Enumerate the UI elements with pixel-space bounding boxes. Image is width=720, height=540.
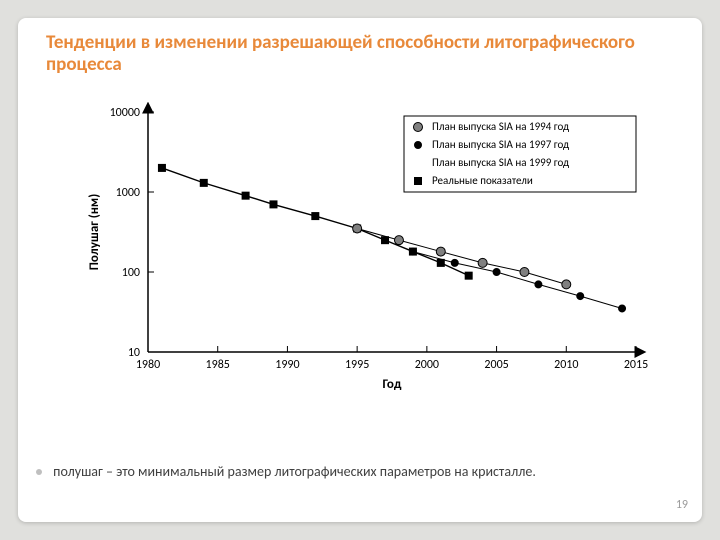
slide-card: Тенденции в изменении разрешающей способ… — [18, 18, 702, 522]
footnote-text: полушаг – это минимальный размер литогра… — [53, 463, 536, 480]
footnote-bullet-icon — [36, 469, 42, 475]
svg-text:2015: 2015 — [624, 358, 648, 372]
svg-text:План выпуска SIA на 1997 год: План выпуска SIA на 1997 год — [432, 138, 569, 151]
svg-text:1980: 1980 — [136, 358, 160, 372]
svg-text:2005: 2005 — [484, 358, 508, 372]
svg-text:2010: 2010 — [554, 358, 578, 372]
svg-text:1995: 1995 — [345, 358, 369, 372]
page-number: 19 — [676, 498, 688, 512]
chart-container: 1980 1985 1990 1995 2000 2005 2010 2015 10 100 100… — [76, 102, 656, 402]
svg-text:План выпуска SIA на 1999 год: План выпуска SIA на 1999 год — [432, 156, 569, 169]
svg-text:100: 100 — [122, 266, 140, 280]
svg-text:2000: 2000 — [415, 358, 439, 372]
svg-text:Полушаг (нм): Полушаг (нм) — [87, 194, 102, 271]
svg-text:10: 10 — [128, 346, 140, 360]
lithography-chart: 1980 1985 1990 1995 2000 2005 2010 2015 10 100 100… — [76, 102, 656, 402]
slide-title: Тенденции в изменении разрешающей способ… — [46, 32, 646, 76]
svg-text:10000: 10000 — [110, 106, 140, 120]
footnote: полушаг – это минимальный размер литогра… — [28, 463, 678, 480]
svg-text:План выпуска SIA на 1994 год: План выпуска SIA на 1994 год — [432, 120, 569, 133]
svg-text:1985: 1985 — [206, 358, 230, 372]
svg-text:1000: 1000 — [116, 186, 140, 200]
svg-text:1990: 1990 — [275, 358, 299, 372]
svg-text:Реальные показатели: Реальные показатели — [432, 174, 533, 187]
svg-text:Год: Год — [383, 377, 402, 392]
